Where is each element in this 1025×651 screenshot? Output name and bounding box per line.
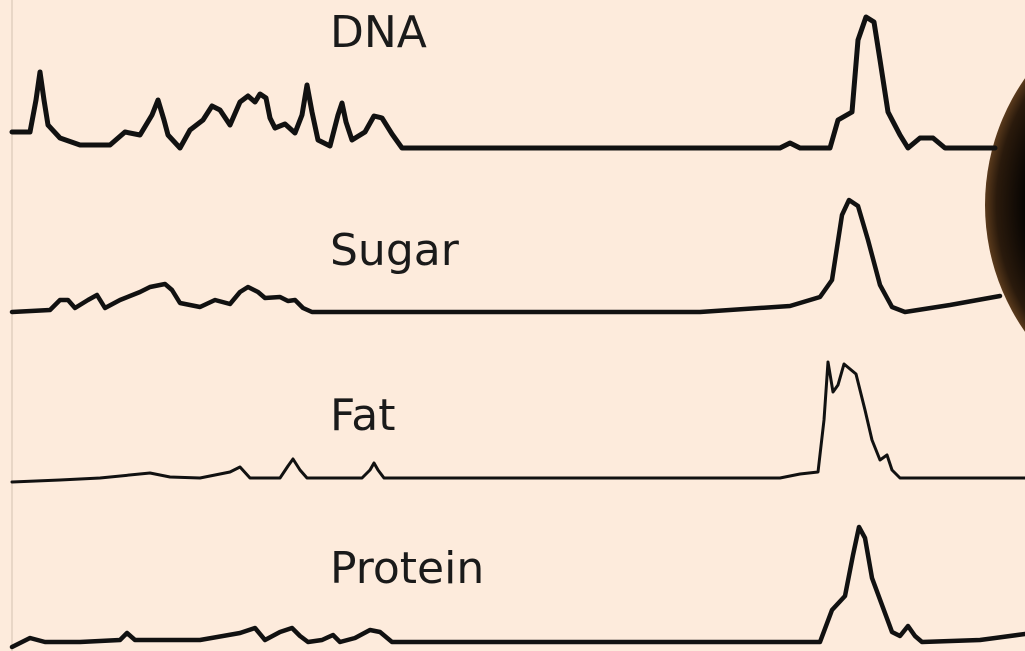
page: DNA Sugar Fat Protein (() => { const dat… <box>0 0 1025 651</box>
trace-label: Protein <box>330 543 484 594</box>
trace-label: DNA <box>330 7 427 58</box>
background <box>0 0 1025 651</box>
trace-label: Sugar <box>330 225 460 276</box>
trace-label: Fat <box>330 390 395 441</box>
spectra-figure: DNA Sugar Fat Protein <box>0 0 1025 651</box>
